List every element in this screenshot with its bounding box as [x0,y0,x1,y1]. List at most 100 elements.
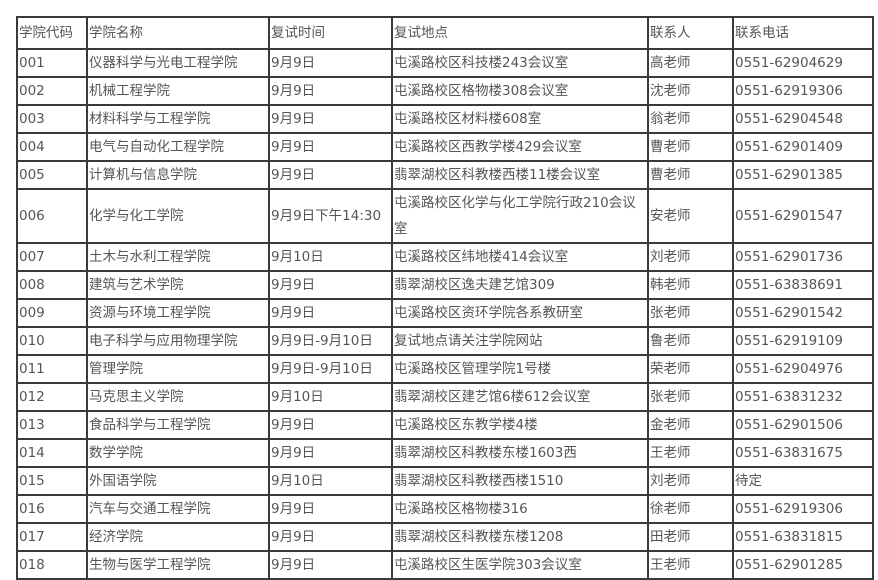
cell-college-name: 土木与水利工程学院 [86,242,270,272]
cell-contact-phone: 0551-62901285 [732,550,874,580]
cell-college-name: 电子科学与应用物理学院 [86,326,270,356]
cell-contact-person: 刘老师 [647,242,734,272]
cell-contact-person: 沈老师 [647,76,734,106]
cell-contact-phone: 0551-63831232 [732,382,874,412]
header-interview-time: 复试时间 [268,16,393,50]
cell-college-name: 仪器科学与光电工程学院 [86,48,270,78]
cell-interview-location: 翡翠湖校区科教楼东楼1208 [391,522,649,552]
cell-college-code: 002 [16,76,88,106]
cell-college-code: 011 [16,354,88,384]
cell-contact-phone: 0551-62904629 [732,48,874,78]
cell-interview-location: 屯溪路校区科技楼243会议室 [391,48,649,78]
cell-college-name: 生物与医学工程学院 [86,550,270,580]
cell-interview-time: 9月9日 [268,76,393,106]
cell-contact-phone: 待定 [732,466,874,496]
cell-interview-time: 9月9日 [268,298,393,328]
cell-contact-phone: 0551-62919306 [732,494,874,524]
cell-college-code: 016 [16,494,88,524]
table-row: 004 电气与自动化工程学院 9月9日 屯溪路校区西教学楼429会议室 曹老师 0551-… [16,132,874,162]
cell-interview-time: 9月9日 [268,438,393,468]
cell-contact-person: 安老师 [647,188,734,244]
cell-interview-location: 翡翠湖校区科教楼西楼11楼会议室 [391,160,649,190]
interview-schedule-table: 学院代码 学院名称 复试时间 复试地点 联系人 联系电话 001 仪器科学与光电工程学院 9月9… [16,16,874,580]
cell-contact-person: 翁老师 [647,104,734,134]
cell-interview-location: 屯溪路校区生医学院303会议室 [391,550,649,580]
cell-contact-person: 高老师 [647,48,734,78]
cell-college-code: 017 [16,522,88,552]
cell-college-code: 014 [16,438,88,468]
cell-contact-person: 曹老师 [647,160,734,190]
cell-interview-time: 9月9日 [268,104,393,134]
cell-interview-time: 9月10日 [268,466,393,496]
cell-contact-person: 徐老师 [647,494,734,524]
cell-contact-person: 鲁老师 [647,326,734,356]
cell-interview-location: 屯溪路校区化学与化工学院行政210会议室 [391,188,649,244]
cell-college-name: 经济学院 [86,522,270,552]
cell-contact-person: 王老师 [647,550,734,580]
cell-interview-location: 屯溪路校区管理学院1号楼 [391,354,649,384]
table-row: 014 数学学院 9月9日 翡翠湖校区科教楼东楼1603西 王老师 0551-638316… [16,438,874,468]
table-row: 001 仪器科学与光电工程学院 9月9日 屯溪路校区科技楼243会议室 高老师 0551-… [16,48,874,78]
cell-interview-location: 翡翠湖校区科教楼东楼1603西 [391,438,649,468]
cell-college-name: 汽车与交通工程学院 [86,494,270,524]
cell-college-code: 013 [16,410,88,440]
table-row: 010 电子科学与应用物理学院 9月9日-9月10日 复试地点请关注学院网站 鲁老师 05… [16,326,874,356]
table-row: 016 汽车与交通工程学院 9月9日 屯溪路校区格物楼316 徐老师 0551-62919… [16,494,874,524]
cell-contact-phone: 0551-62901736 [732,242,874,272]
cell-interview-location: 屯溪路校区材料楼608室 [391,104,649,134]
cell-contact-person: 曹老师 [647,132,734,162]
cell-interview-location: 翡翠湖校区科教楼西楼1510 [391,466,649,496]
table-row: 018 生物与医学工程学院 9月9日 屯溪路校区生医学院303会议室 王老师 0551-6… [16,550,874,580]
cell-interview-time: 9月10日 [268,382,393,412]
cell-college-code: 006 [16,188,88,244]
cell-interview-location: 屯溪路校区纬地楼414会议室 [391,242,649,272]
cell-contact-person: 田老师 [647,522,734,552]
cell-college-code: 005 [16,160,88,190]
cell-interview-time: 9月9日下午14:30 [268,188,393,244]
header-contact-phone: 联系电话 [732,16,874,50]
cell-college-code: 018 [16,550,88,580]
cell-interview-time: 9月9日 [268,550,393,580]
table-row: 015 外国语学院 9月10日 翡翠湖校区科教楼西楼1510 刘老师 待定 [16,466,874,496]
cell-interview-time: 9月9日 [268,48,393,78]
cell-college-name: 电气与自动化工程学院 [86,132,270,162]
header-interview-location: 复试地点 [391,16,649,50]
table-row: 003 材料科学与工程学院 9月9日 屯溪路校区材料楼608室 翁老师 0551-6290… [16,104,874,134]
table-header-row: 学院代码 学院名称 复试时间 复试地点 联系人 联系电话 [16,16,874,50]
cell-interview-location: 翡翠湖校区建艺馆6楼612会议室 [391,382,649,412]
header-contact-person: 联系人 [647,16,734,50]
cell-college-name: 数学学院 [86,438,270,468]
cell-college-name: 计算机与信息学院 [86,160,270,190]
cell-college-name: 资源与环境工程学院 [86,298,270,328]
table-row: 008 建筑与艺术学院 9月9日 翡翠湖校区逸夫建艺馆309 韩老师 0551-63838… [16,270,874,300]
cell-interview-location: 屯溪路校区西教学楼429会议室 [391,132,649,162]
cell-contact-phone: 0551-62919109 [732,326,874,356]
cell-contact-phone: 0551-62901385 [732,160,874,190]
cell-college-code: 010 [16,326,88,356]
cell-college-code: 009 [16,298,88,328]
cell-interview-location: 屯溪路校区东教学楼4楼 [391,410,649,440]
cell-contact-phone: 0551-63831675 [732,438,874,468]
header-college-name: 学院名称 [86,16,270,50]
table-row: 009 资源与环境工程学院 9月9日 屯溪路校区资环学院各系教研室 张老师 0551-62… [16,298,874,328]
table-row: 011 管理学院 9月9日-9月10日 屯溪路校区管理学院1号楼 荣老师 0551-629… [16,354,874,384]
cell-college-code: 008 [16,270,88,300]
cell-interview-location: 复试地点请关注学院网站 [391,326,649,356]
cell-contact-phone: 0551-62904548 [732,104,874,134]
cell-interview-location: 屯溪路校区格物楼308会议室 [391,76,649,106]
cell-contact-person: 韩老师 [647,270,734,300]
cell-contact-person: 张老师 [647,298,734,328]
cell-contact-person: 王老师 [647,438,734,468]
cell-interview-location: 翡翠湖校区逸夫建艺馆309 [391,270,649,300]
table-row: 002 机械工程学院 9月9日 屯溪路校区格物楼308会议室 沈老师 0551-62919… [16,76,874,106]
cell-interview-time: 9月9日-9月10日 [268,326,393,356]
cell-college-name: 管理学院 [86,354,270,384]
cell-college-name: 食品科学与工程学院 [86,410,270,440]
cell-interview-time: 9月9日-9月10日 [268,354,393,384]
cell-college-name: 马克思主义学院 [86,382,270,412]
cell-contact-person: 金老师 [647,410,734,440]
cell-interview-time: 9月9日 [268,522,393,552]
cell-college-name: 建筑与艺术学院 [86,270,270,300]
cell-college-name: 材料科学与工程学院 [86,104,270,134]
cell-college-code: 015 [16,466,88,496]
